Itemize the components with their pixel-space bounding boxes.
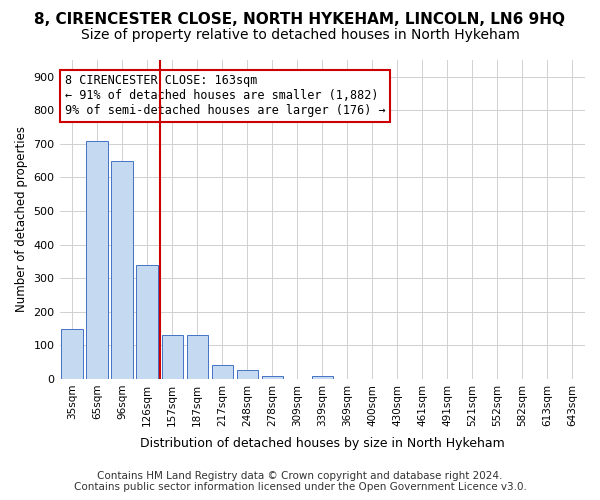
X-axis label: Distribution of detached houses by size in North Hykeham: Distribution of detached houses by size … — [140, 437, 505, 450]
Bar — [61, 328, 83, 379]
Text: 8, CIRENCESTER CLOSE, NORTH HYKEHAM, LINCOLN, LN6 9HQ: 8, CIRENCESTER CLOSE, NORTH HYKEHAM, LIN… — [35, 12, 566, 28]
Bar — [161, 336, 183, 379]
Bar — [136, 265, 158, 379]
Bar — [86, 140, 108, 379]
Bar — [262, 376, 283, 379]
Text: Size of property relative to detached houses in North Hykeham: Size of property relative to detached ho… — [80, 28, 520, 42]
Y-axis label: Number of detached properties: Number of detached properties — [15, 126, 28, 312]
Bar — [212, 366, 233, 379]
Text: 8 CIRENCESTER CLOSE: 163sqm
← 91% of detached houses are smaller (1,882)
9% of s: 8 CIRENCESTER CLOSE: 163sqm ← 91% of det… — [65, 74, 385, 118]
Bar — [236, 370, 258, 379]
Bar — [187, 336, 208, 379]
Bar — [311, 376, 333, 379]
Bar — [112, 160, 133, 379]
Text: Contains HM Land Registry data © Crown copyright and database right 2024.
Contai: Contains HM Land Registry data © Crown c… — [74, 471, 526, 492]
